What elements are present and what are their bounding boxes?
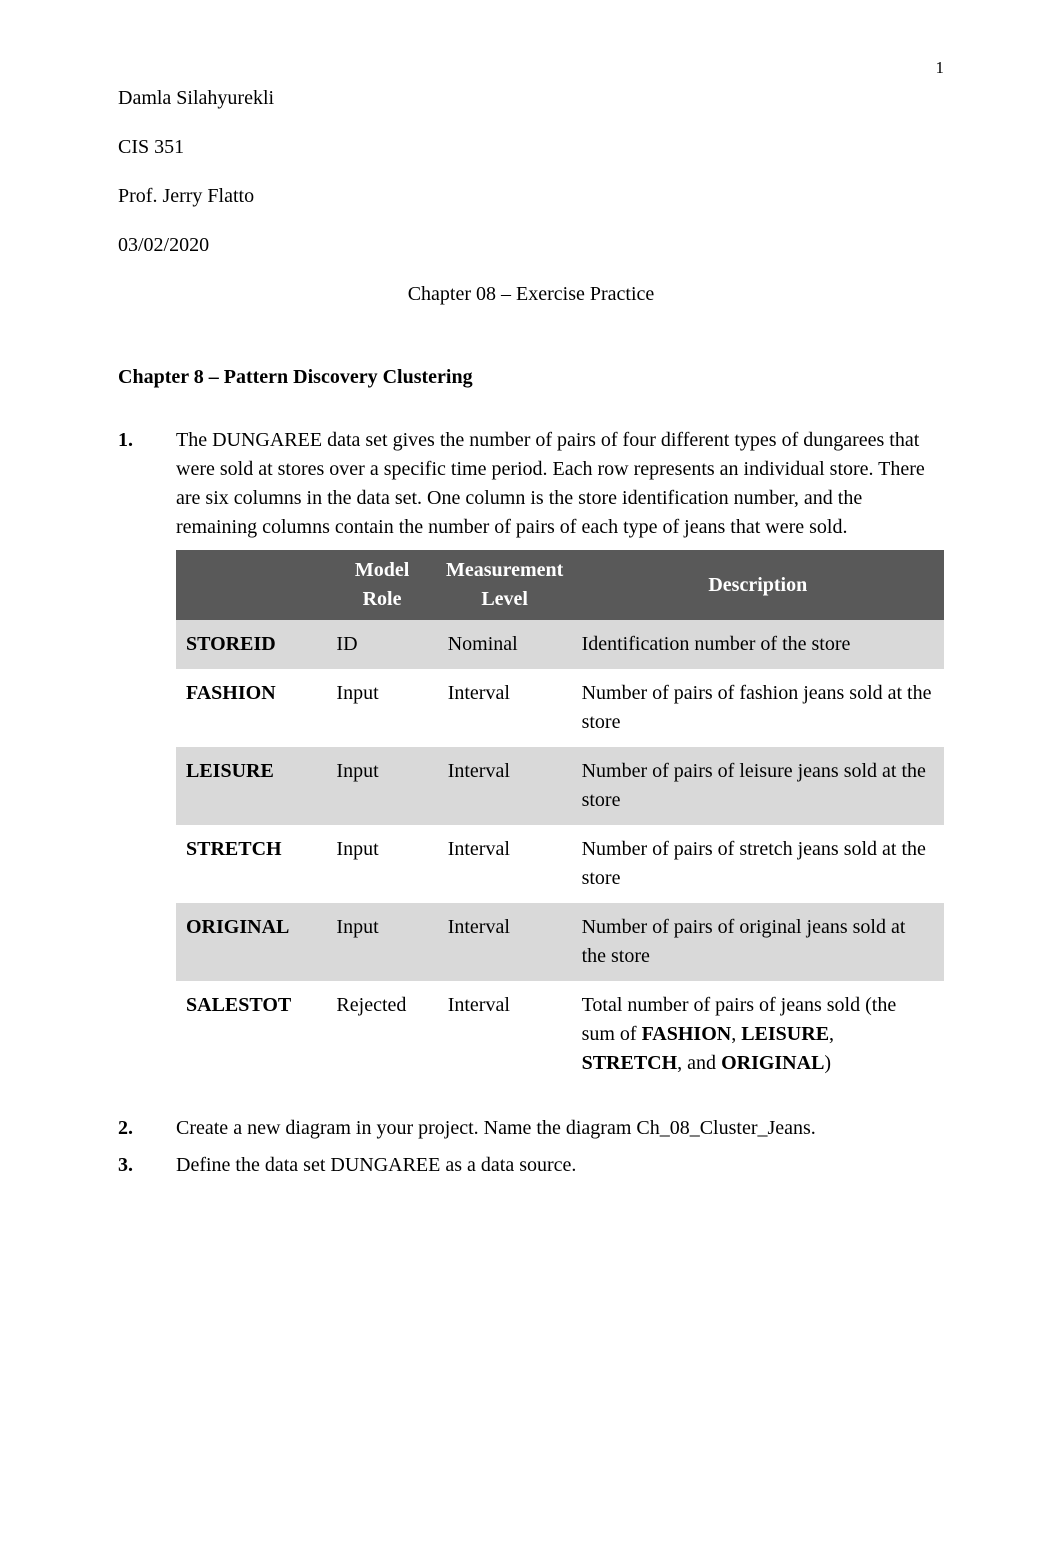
cell-name: STRETCH: [176, 825, 326, 903]
question-number: 1.: [118, 426, 176, 455]
cell-level: Interval: [438, 747, 572, 825]
desc-bold: LEISURE: [741, 1023, 829, 1045]
table-row: STOREID ID Nominal Identification number…: [176, 620, 944, 669]
cell-role: ID: [326, 620, 437, 669]
question-text: Define the data set DUNGAREE as a data s…: [176, 1151, 944, 1180]
variable-table: Model Role Measurement Level Description…: [176, 550, 944, 1088]
table-row: LEISURE Input Interval Number of pairs o…: [176, 747, 944, 825]
author-line: Damla Silahyurekli: [118, 84, 944, 113]
question-text: The DUNGAREE data set gives the number o…: [176, 426, 944, 542]
cell-role: Input: [326, 747, 437, 825]
cell-name: STOREID: [176, 620, 326, 669]
question-number: 2.: [118, 1114, 176, 1143]
page: 1 Damla Silahyurekli CIS 351 Prof. Jerry…: [0, 0, 1062, 1556]
cell-role: Rejected: [326, 981, 437, 1088]
col-header-role: Model Role: [326, 550, 437, 620]
cell-name: SALESTOT: [176, 981, 326, 1088]
table-row: ORIGINAL Input Interval Number of pairs …: [176, 903, 944, 981]
cell-desc: Number of pairs of leisure jeans sold at…: [572, 747, 944, 825]
cell-name: LEISURE: [176, 747, 326, 825]
table-row: STRETCH Input Interval Number of pairs o…: [176, 825, 944, 903]
prof-line: Prof. Jerry Flatto: [118, 182, 944, 211]
table-row: FASHION Input Interval Number of pairs o…: [176, 669, 944, 747]
cell-desc: Identification number of the store: [572, 620, 944, 669]
cell-level: Nominal: [438, 620, 572, 669]
question-3: 3. Define the data set DUNGAREE as a dat…: [118, 1151, 944, 1180]
col-header-desc: Description: [572, 550, 944, 620]
cell-name: FASHION: [176, 669, 326, 747]
desc-bold: FASHION: [642, 1023, 732, 1045]
cell-level: Interval: [438, 981, 572, 1088]
cell-desc: Number of pairs of stretch jeans sold at…: [572, 825, 944, 903]
cell-name: ORIGINAL: [176, 903, 326, 981]
table-row: SALESTOT Rejected Interval Total number …: [176, 981, 944, 1088]
question-text: Create a new diagram in your project. Na…: [176, 1114, 944, 1143]
question-1: 1. The DUNGAREE data set gives the numbe…: [118, 426, 944, 542]
desc-sep: ,: [731, 1023, 741, 1045]
course-line: CIS 351: [118, 133, 944, 162]
table-header-row: Model Role Measurement Level Description: [176, 550, 944, 620]
cell-desc: Number of pairs of fashion jeans sold at…: [572, 669, 944, 747]
question-body: Define the data set DUNGAREE as a data s…: [176, 1151, 944, 1180]
question-2: 2. Create a new diagram in your project.…: [118, 1114, 944, 1143]
cell-level: Interval: [438, 669, 572, 747]
question-body: The DUNGAREE data set gives the number o…: [176, 426, 944, 542]
table-header: Model Role Measurement Level Description: [176, 550, 944, 620]
cell-role: Input: [326, 825, 437, 903]
desc-post: ): [824, 1052, 831, 1074]
table-body: STOREID ID Nominal Identification number…: [176, 620, 944, 1088]
cell-desc: Total number of pairs of jeans sold (the…: [572, 981, 944, 1088]
cell-level: Interval: [438, 825, 572, 903]
cell-desc: Number of pairs of original jeans sold a…: [572, 903, 944, 981]
date-line: 03/02/2020: [118, 231, 944, 260]
desc-sep: ,: [829, 1023, 834, 1045]
question-body: Create a new diagram in your project. Na…: [176, 1114, 944, 1143]
desc-sep: , and: [677, 1052, 721, 1074]
col-header-name: [176, 550, 326, 620]
chapter-heading: Chapter 8 – Pattern Discovery Clustering: [118, 363, 944, 392]
cell-level: Interval: [438, 903, 572, 981]
cell-role: Input: [326, 903, 437, 981]
desc-bold: ORIGINAL: [721, 1052, 824, 1074]
question-number: 3.: [118, 1151, 176, 1180]
cell-role: Input: [326, 669, 437, 747]
col-header-level: Measurement Level: [438, 550, 572, 620]
document-title: Chapter 08 – Exercise Practice: [118, 280, 944, 309]
document-header: Damla Silahyurekli CIS 351 Prof. Jerry F…: [118, 84, 944, 260]
desc-bold: STRETCH: [582, 1052, 678, 1074]
page-number: 1: [936, 56, 945, 81]
